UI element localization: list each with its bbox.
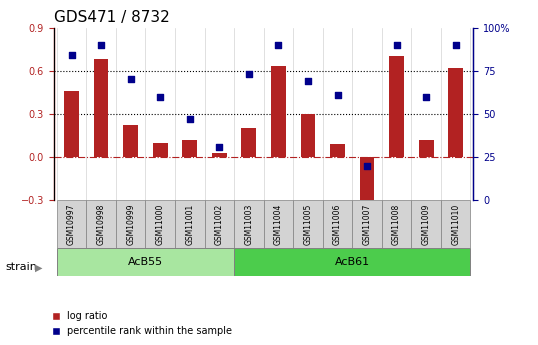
Text: GSM11008: GSM11008 — [392, 204, 401, 245]
Text: AcB55: AcB55 — [128, 257, 163, 267]
Text: GSM11007: GSM11007 — [363, 204, 372, 245]
FancyBboxPatch shape — [323, 200, 352, 248]
Bar — [419, 140, 434, 157]
FancyBboxPatch shape — [412, 200, 441, 248]
Bar — [242, 128, 256, 157]
Point — [126, 77, 135, 82]
FancyBboxPatch shape — [293, 200, 323, 248]
FancyBboxPatch shape — [382, 200, 412, 248]
FancyBboxPatch shape — [56, 200, 86, 248]
FancyBboxPatch shape — [234, 248, 471, 276]
Text: GSM11003: GSM11003 — [244, 204, 253, 245]
Point — [156, 94, 165, 99]
Point — [245, 71, 253, 77]
Text: GSM11000: GSM11000 — [155, 204, 165, 245]
Bar — [389, 56, 404, 157]
Text: GSM11009: GSM11009 — [422, 204, 430, 245]
Legend: log ratio, percentile rank within the sample: log ratio, percentile rank within the sa… — [48, 307, 236, 340]
Point — [333, 92, 342, 98]
Bar — [448, 68, 463, 157]
FancyBboxPatch shape — [145, 200, 175, 248]
Point — [97, 42, 105, 48]
Bar — [123, 125, 138, 157]
FancyBboxPatch shape — [86, 200, 116, 248]
Text: GSM11010: GSM11010 — [451, 204, 460, 245]
Point — [215, 144, 224, 149]
FancyBboxPatch shape — [234, 200, 264, 248]
Point — [303, 78, 312, 84]
FancyBboxPatch shape — [441, 200, 471, 248]
Text: GSM11006: GSM11006 — [333, 204, 342, 245]
FancyBboxPatch shape — [352, 200, 382, 248]
Text: GSM10999: GSM10999 — [126, 204, 135, 245]
Bar — [64, 91, 79, 157]
Text: GDS471 / 8732: GDS471 / 8732 — [54, 10, 169, 25]
Text: GSM11002: GSM11002 — [215, 204, 224, 245]
Text: GSM10998: GSM10998 — [97, 204, 105, 245]
Point — [274, 42, 282, 48]
Bar — [360, 157, 374, 206]
Bar — [212, 152, 226, 157]
Bar — [330, 144, 345, 157]
Text: GSM11004: GSM11004 — [274, 204, 283, 245]
Text: ▶: ▶ — [35, 263, 43, 272]
Point — [186, 116, 194, 122]
Point — [363, 163, 371, 168]
FancyBboxPatch shape — [175, 200, 204, 248]
Text: GSM11005: GSM11005 — [303, 204, 313, 245]
Text: GSM10997: GSM10997 — [67, 204, 76, 245]
Text: AcB61: AcB61 — [335, 257, 370, 267]
Point — [67, 52, 76, 58]
Text: GSM11001: GSM11001 — [185, 204, 194, 245]
Bar — [301, 114, 315, 157]
Point — [451, 42, 460, 48]
FancyBboxPatch shape — [204, 200, 234, 248]
FancyBboxPatch shape — [56, 248, 234, 276]
Text: strain: strain — [5, 263, 37, 272]
Point — [392, 42, 401, 48]
FancyBboxPatch shape — [264, 200, 293, 248]
Point — [422, 94, 430, 99]
FancyBboxPatch shape — [116, 200, 145, 248]
Bar — [94, 59, 109, 157]
Bar — [153, 142, 167, 157]
Bar — [271, 66, 286, 157]
Bar — [182, 140, 197, 157]
